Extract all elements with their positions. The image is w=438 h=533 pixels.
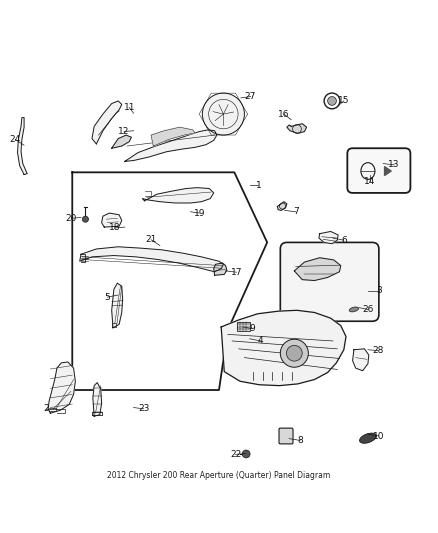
Polygon shape	[294, 258, 341, 280]
Text: 2: 2	[43, 405, 49, 414]
Text: 8: 8	[297, 436, 303, 445]
Polygon shape	[277, 201, 287, 211]
Text: 15: 15	[338, 96, 350, 106]
Text: 9: 9	[249, 324, 255, 333]
Text: 22: 22	[230, 450, 241, 459]
Ellipse shape	[360, 433, 376, 443]
Polygon shape	[112, 135, 131, 148]
Polygon shape	[48, 362, 75, 413]
Text: 14: 14	[364, 176, 376, 185]
Text: 17: 17	[231, 268, 242, 277]
Text: 4: 4	[258, 336, 263, 345]
Text: 20: 20	[66, 214, 77, 223]
Circle shape	[286, 345, 302, 361]
Circle shape	[328, 96, 336, 106]
Text: 10: 10	[373, 432, 385, 440]
Polygon shape	[221, 310, 346, 386]
Polygon shape	[93, 383, 102, 416]
Polygon shape	[142, 188, 214, 203]
Text: 23: 23	[138, 405, 149, 414]
Polygon shape	[353, 349, 369, 371]
Text: 12: 12	[118, 127, 130, 136]
Text: 21: 21	[145, 235, 157, 244]
Text: 5: 5	[104, 293, 110, 302]
Polygon shape	[72, 172, 267, 390]
Circle shape	[280, 339, 308, 367]
Text: 2012 Chrysler 200 Rear Aperture (Quarter) Panel Diagram: 2012 Chrysler 200 Rear Aperture (Quarter…	[107, 471, 331, 480]
Polygon shape	[214, 263, 227, 275]
Text: 18: 18	[109, 223, 120, 232]
Bar	[237, 322, 250, 332]
Polygon shape	[92, 101, 122, 144]
FancyBboxPatch shape	[279, 428, 293, 444]
Text: 26: 26	[362, 305, 374, 314]
Text: 16: 16	[278, 110, 290, 118]
Polygon shape	[385, 167, 391, 175]
Polygon shape	[287, 124, 307, 133]
Text: 24: 24	[10, 135, 21, 144]
Text: 1: 1	[255, 181, 261, 190]
Circle shape	[242, 450, 250, 458]
Polygon shape	[80, 247, 223, 272]
Text: 3: 3	[376, 286, 382, 295]
FancyBboxPatch shape	[347, 148, 410, 193]
Ellipse shape	[349, 307, 359, 312]
Polygon shape	[151, 127, 195, 146]
Circle shape	[202, 93, 244, 135]
Polygon shape	[112, 283, 123, 328]
Text: 11: 11	[124, 103, 135, 112]
Text: 6: 6	[341, 236, 347, 245]
Circle shape	[82, 216, 88, 222]
Text: 7: 7	[293, 207, 299, 216]
FancyBboxPatch shape	[280, 243, 379, 321]
Text: 13: 13	[389, 160, 400, 169]
Polygon shape	[125, 130, 217, 161]
Polygon shape	[319, 231, 338, 244]
Text: 28: 28	[372, 346, 384, 355]
Text: 27: 27	[245, 92, 256, 101]
Polygon shape	[102, 213, 122, 227]
Text: 19: 19	[194, 208, 205, 217]
Polygon shape	[18, 118, 27, 174]
